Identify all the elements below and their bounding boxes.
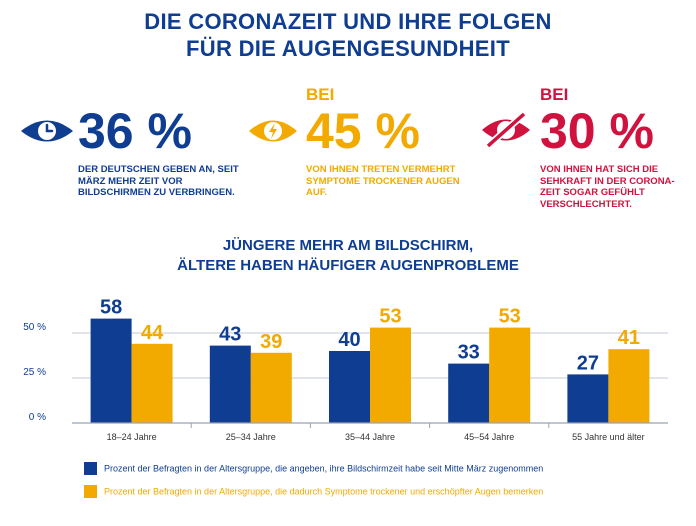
bar <box>489 327 531 423</box>
x-tick-label: 55 Jahre und älter <box>572 432 645 442</box>
y-tick-label: 50 % <box>23 322 46 333</box>
stat-value: 30 % <box>540 103 654 159</box>
bar <box>448 363 490 423</box>
stat-prefix <box>78 86 248 104</box>
stat-description: von ihnen hat sich die Sehkraft in der C… <box>540 164 675 210</box>
data-label: 27 <box>577 352 599 374</box>
data-label: 39 <box>260 331 282 353</box>
x-tick-label: 18–24 Jahre <box>107 432 157 442</box>
crossed-eye-icon <box>482 111 530 149</box>
data-label: 44 <box>141 322 164 344</box>
clock-eye-icon <box>21 120 73 142</box>
bar <box>131 343 173 423</box>
chart-title: JÜNGERE MEHR AM BILDSCHIRM, ÄLTERE HABEN… <box>0 236 696 276</box>
data-label: 43 <box>219 324 241 346</box>
bar <box>370 327 411 423</box>
chart-title-line1: JÜNGERE MEHR AM BILDSCHIRM, <box>222 237 474 254</box>
legend-swatch-yellow <box>84 485 97 498</box>
stat-description: von ihnen treten vermehrt Symptome trock… <box>306 164 460 198</box>
bar-chart: 0 % 25 % 50 % 58 44 18–24 Jahre 43 39 25–34 Jahr… <box>23 297 668 442</box>
x-tick-label: 35–44 Jahre <box>345 432 395 442</box>
bar <box>90 318 132 423</box>
data-label: 53 <box>499 306 521 328</box>
x-tick-label: 45–54 Jahre <box>464 432 514 442</box>
main-title-line2: FÜR DIE AUGENGESUNDHEIT <box>186 36 510 61</box>
main-title-line1: DIE CORONAZEIT UND IHRE FOLGEN <box>144 9 552 34</box>
chart-title-line2: ÄLTERE HABEN HÄUFIGER AUGENPROBLEME <box>177 257 519 274</box>
stat-vision-worse: BEI 30 % von ihnen hat sich die Sehkraft… <box>540 86 690 210</box>
bar <box>329 351 370 423</box>
bar <box>608 349 650 423</box>
stat-screen-time: 36 % Der Deutschen geben an, seit März m… <box>78 86 248 199</box>
main-title: DIE CORONAZEIT UND IHRE FOLGEN FÜR DIE A… <box>0 8 696 62</box>
bar <box>209 345 251 423</box>
stat-dry-eyes: BEI 45 % von ihnen treten vermehrt Sympt… <box>306 86 476 199</box>
legend-label: Prozent der Befragten in der Altersgrupp… <box>104 486 544 497</box>
data-label: 41 <box>618 327 640 349</box>
data-label: 53 <box>379 306 401 328</box>
legend-item-screen-time: Prozent der Befragten in der Altersgrupp… <box>84 462 543 475</box>
data-label: 40 <box>338 329 360 351</box>
x-tick-label: 25–34 Jahre <box>226 432 276 442</box>
lightning-eye-icon <box>249 120 297 142</box>
data-label: 33 <box>458 342 480 364</box>
stat-value: 36 % <box>78 103 192 159</box>
stat-prefix: BEI <box>306 85 335 104</box>
legend-label: Prozent der Befragten in der Altersgrupp… <box>104 463 544 474</box>
bar <box>567 374 609 423</box>
y-tick-label: 25 % <box>23 367 46 378</box>
legend-item-dry-eyes: Prozent der Befragten in der Altersgrupp… <box>84 485 543 498</box>
stat-value: 45 % <box>306 103 420 159</box>
stat-prefix: BEI <box>540 85 569 104</box>
data-label: 58 <box>100 297 122 319</box>
legend-swatch-blue <box>84 462 97 475</box>
stat-description: Der Deutschen geben an, seit März mehr Z… <box>78 164 239 198</box>
y-tick-label: 0 % <box>29 412 46 423</box>
bar <box>250 352 292 423</box>
